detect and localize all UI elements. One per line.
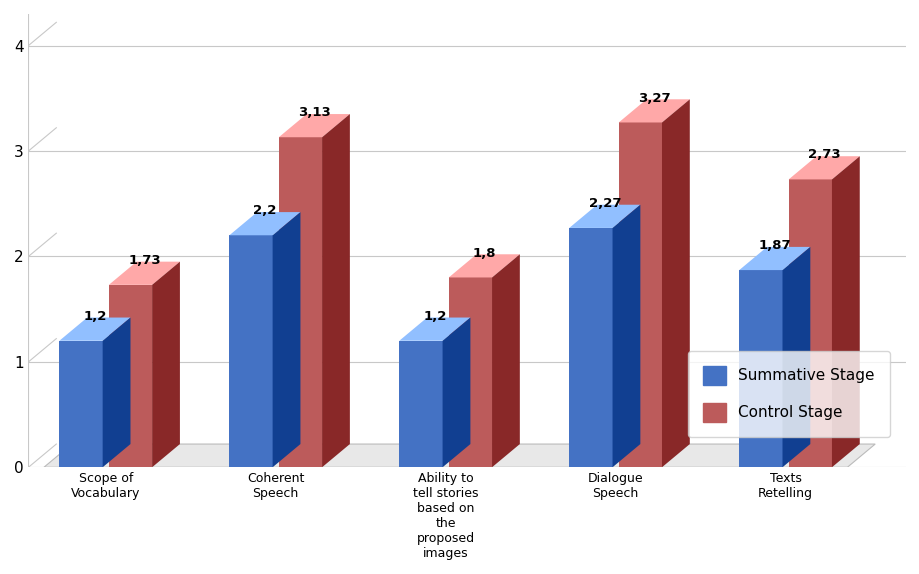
- Polygon shape: [739, 270, 782, 467]
- Polygon shape: [103, 317, 130, 467]
- Polygon shape: [322, 114, 349, 467]
- Polygon shape: [782, 247, 810, 467]
- Polygon shape: [492, 254, 519, 467]
- Polygon shape: [108, 262, 180, 285]
- Text: 1,87: 1,87: [757, 239, 790, 252]
- Text: 1,2: 1,2: [423, 310, 446, 323]
- Text: 2,27: 2,27: [588, 197, 620, 210]
- Polygon shape: [229, 235, 272, 467]
- Polygon shape: [60, 317, 130, 341]
- Polygon shape: [569, 205, 640, 228]
- Polygon shape: [399, 341, 442, 467]
- Polygon shape: [788, 156, 859, 180]
- Polygon shape: [618, 99, 689, 122]
- Text: 1,2: 1,2: [83, 310, 107, 323]
- Polygon shape: [448, 277, 492, 467]
- Text: 3,13: 3,13: [298, 106, 330, 119]
- Polygon shape: [229, 212, 301, 235]
- Polygon shape: [569, 228, 612, 467]
- Polygon shape: [108, 285, 152, 467]
- Polygon shape: [278, 114, 349, 137]
- Polygon shape: [152, 262, 180, 467]
- Polygon shape: [272, 212, 301, 467]
- Polygon shape: [44, 444, 874, 467]
- Polygon shape: [442, 317, 470, 467]
- Text: 2,2: 2,2: [253, 204, 277, 218]
- Legend: Summative Stage, Control Stage: Summative Stage, Control Stage: [686, 351, 889, 437]
- Text: 3,27: 3,27: [637, 92, 670, 104]
- Polygon shape: [831, 156, 859, 467]
- Polygon shape: [788, 180, 831, 467]
- Text: 1,8: 1,8: [472, 247, 495, 259]
- Polygon shape: [448, 254, 519, 277]
- Polygon shape: [278, 137, 322, 467]
- Text: 2,73: 2,73: [807, 149, 840, 161]
- Polygon shape: [399, 317, 470, 341]
- Text: 1,73: 1,73: [128, 254, 161, 267]
- Polygon shape: [739, 247, 810, 270]
- Polygon shape: [618, 122, 662, 467]
- Polygon shape: [662, 99, 689, 467]
- Polygon shape: [60, 341, 103, 467]
- Polygon shape: [612, 205, 640, 467]
